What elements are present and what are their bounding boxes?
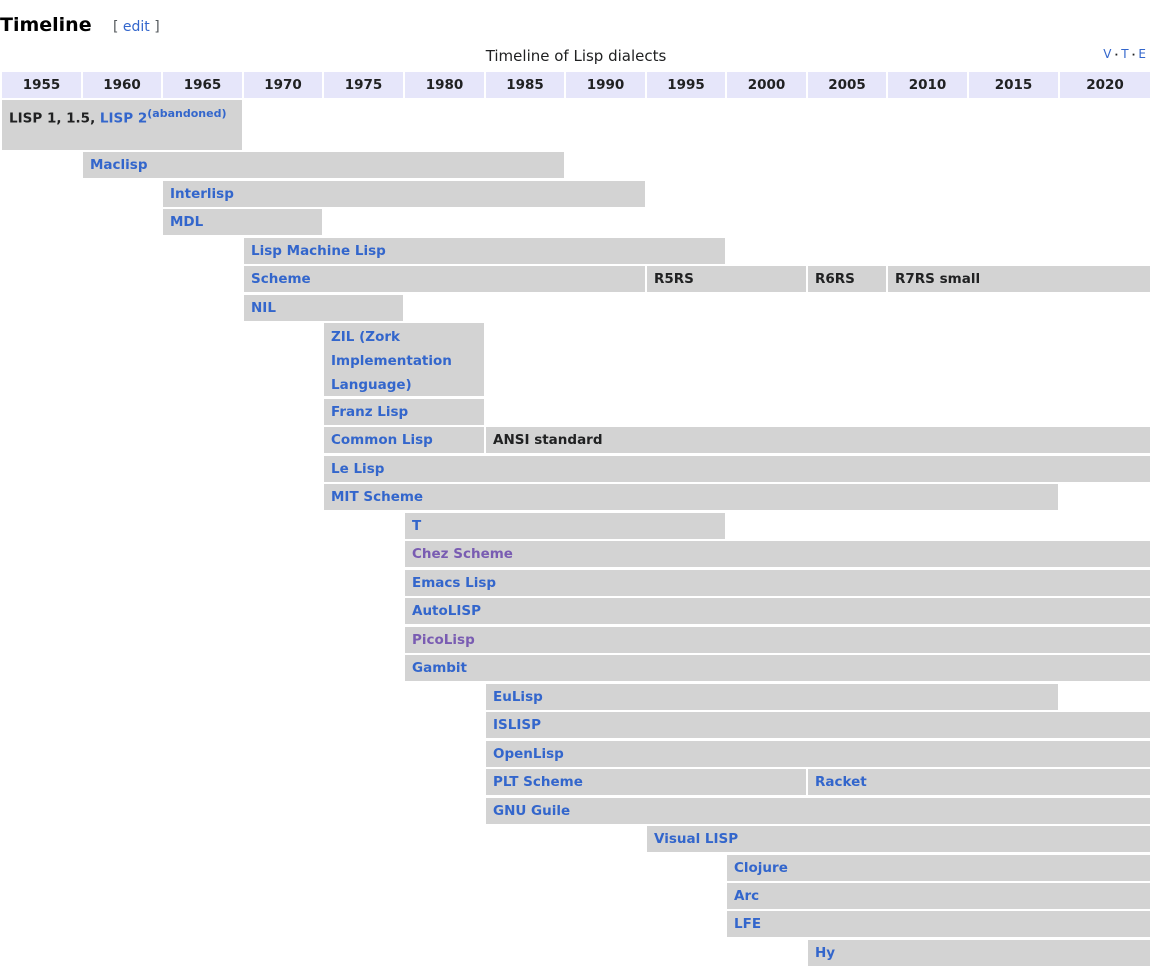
dialect-bar: MDL <box>163 209 322 235</box>
year-header: 2015 <box>969 72 1058 98</box>
year-header: 1970 <box>244 72 322 98</box>
dialect-link[interactable]: AutoLISP <box>412 603 482 620</box>
section-heading: Timeline <box>0 14 92 36</box>
dialect-link[interactable]: Maclisp <box>90 157 148 173</box>
year-header: 1975 <box>324 72 403 98</box>
dialect-link[interactable]: Lisp Machine Lisp <box>251 243 386 259</box>
dialect-bar: Racket <box>808 769 1150 796</box>
dialect-bar: R5RS <box>647 266 806 292</box>
dialect-bar: Chez Scheme <box>405 541 1150 568</box>
edit-link[interactable]: edit <box>122 19 150 35</box>
dialect-link[interactable]: Arc <box>734 887 760 904</box>
dialect-link[interactable]: T <box>412 517 422 534</box>
edit-template-link[interactable]: E <box>1138 47 1146 61</box>
dialect-link[interactable]: Hy <box>815 944 836 961</box>
navbox-links: V · T · E <box>1103 47 1146 61</box>
year-header: 2005 <box>808 72 886 98</box>
dialect-link[interactable]: Clojure <box>734 859 788 876</box>
year-header: 1990 <box>566 72 645 98</box>
dialect-bar: NIL <box>244 295 403 321</box>
dialect-link[interactable]: MIT Scheme <box>331 489 424 506</box>
dialect-link[interactable]: Visual LISP <box>654 831 739 848</box>
dialect-link[interactable]: Le Lisp <box>331 460 385 477</box>
year-header: 1995 <box>647 72 725 98</box>
dialect-bar: Maclisp <box>83 152 564 178</box>
dialect-bar: Gambit <box>405 655 1150 682</box>
dialect-link[interactable]: Interlisp <box>170 186 234 202</box>
dialect-bar: Interlisp <box>163 181 645 207</box>
dialect-bar: OpenLisp <box>486 740 1150 767</box>
timeline-caption: Timeline of Lisp dialects <box>485 47 667 65</box>
dialect-bar: Clojure <box>727 854 1150 881</box>
dialect-bar: R6RS <box>808 266 886 292</box>
year-header: 1985 <box>486 72 564 98</box>
bracket-close: ] <box>149 19 160 35</box>
year-header: 2020 <box>1060 72 1150 98</box>
dialect-bar: Common Lisp <box>324 427 484 454</box>
dialect-bar: ANSI standard <box>486 427 1150 454</box>
year-header: 1955 <box>2 72 81 98</box>
dialect-link[interactable]: Racket <box>815 774 867 791</box>
dialect-link[interactable]: Emacs Lisp <box>412 574 497 591</box>
dialect-label: R5RS <box>654 271 694 287</box>
dialect-bar: R7RS small <box>888 266 1150 292</box>
dialect-bar: ZIL (Zork Implementation Language) <box>324 323 484 396</box>
dialect-bar: AutoLISP <box>405 598 1150 625</box>
dialect-bar: ISLISP <box>486 712 1150 739</box>
dialect-bar: Franz Lisp <box>324 399 484 425</box>
dialect-link[interactable]: NIL <box>251 300 276 316</box>
dialect-link[interactable]: ZIL (Zork Implementation Language) <box>331 329 452 393</box>
dialect-bar: Visual LISP <box>647 826 1150 853</box>
dialect-link[interactable]: ISLISP <box>493 717 541 734</box>
dialect-link[interactable]: (abandoned) <box>147 107 227 120</box>
dialect-link[interactable]: GNU Guile <box>493 802 571 819</box>
dialect-label: ANSI standard <box>493 432 603 449</box>
dialect-bar: Le Lisp <box>324 455 1150 482</box>
dialect-bar: EuLisp <box>486 683 1058 710</box>
dialect-label: R7RS small <box>895 271 981 287</box>
dialect-bar: Arc <box>727 882 1150 909</box>
dialect-bar: Lisp Machine Lisp <box>244 238 725 264</box>
dialect-bar: GNU Guile <box>486 797 1150 824</box>
dialect-label: R6RS <box>815 271 855 287</box>
dialect-bar: LISP 1, 1.5, LISP 2(abandoned) <box>2 100 242 150</box>
bracket-open: [ <box>113 19 123 35</box>
dialect-bar: PicoLisp <box>405 626 1150 653</box>
dialect-bar: Scheme <box>244 266 645 292</box>
dialect-link[interactable]: LISP 2 <box>99 110 148 127</box>
dialect-link[interactable]: Franz Lisp <box>331 404 409 420</box>
dialect-link[interactable]: PicoLisp <box>412 631 475 648</box>
dialect-bar: Hy <box>808 939 1150 966</box>
dialect-link[interactable]: OpenLisp <box>493 745 564 762</box>
view-link[interactable]: V <box>1103 47 1112 61</box>
dialect-link[interactable]: PLT Scheme <box>493 774 583 791</box>
year-header: 2000 <box>727 72 806 98</box>
dialect-link[interactable]: MDL <box>170 214 204 230</box>
dialect-link[interactable]: Chez Scheme <box>412 546 513 563</box>
year-header: 1960 <box>83 72 161 98</box>
dialect-link[interactable]: Gambit <box>412 660 468 677</box>
dialect-bar: Emacs Lisp <box>405 569 1150 596</box>
year-header: 1980 <box>405 72 484 98</box>
dialect-link[interactable]: Scheme <box>251 271 311 287</box>
dialect-bar: T <box>405 512 725 539</box>
dialect-bar: MIT Scheme <box>324 484 1058 511</box>
dialect-bar: LFE <box>727 911 1150 938</box>
dialect-link[interactable]: Common Lisp <box>331 432 433 449</box>
dialect-link[interactable]: EuLisp <box>493 688 543 705</box>
edit-section: [ edit ] <box>113 19 160 35</box>
dialect-bar: PLT Scheme <box>486 769 806 796</box>
year-header: 2010 <box>888 72 967 98</box>
talk-link[interactable]: T <box>1121 47 1129 61</box>
dialect-link[interactable]: LFE <box>734 916 762 933</box>
dialect-label: LISP 1, 1.5, <box>9 110 100 127</box>
year-header: 1965 <box>163 72 242 98</box>
